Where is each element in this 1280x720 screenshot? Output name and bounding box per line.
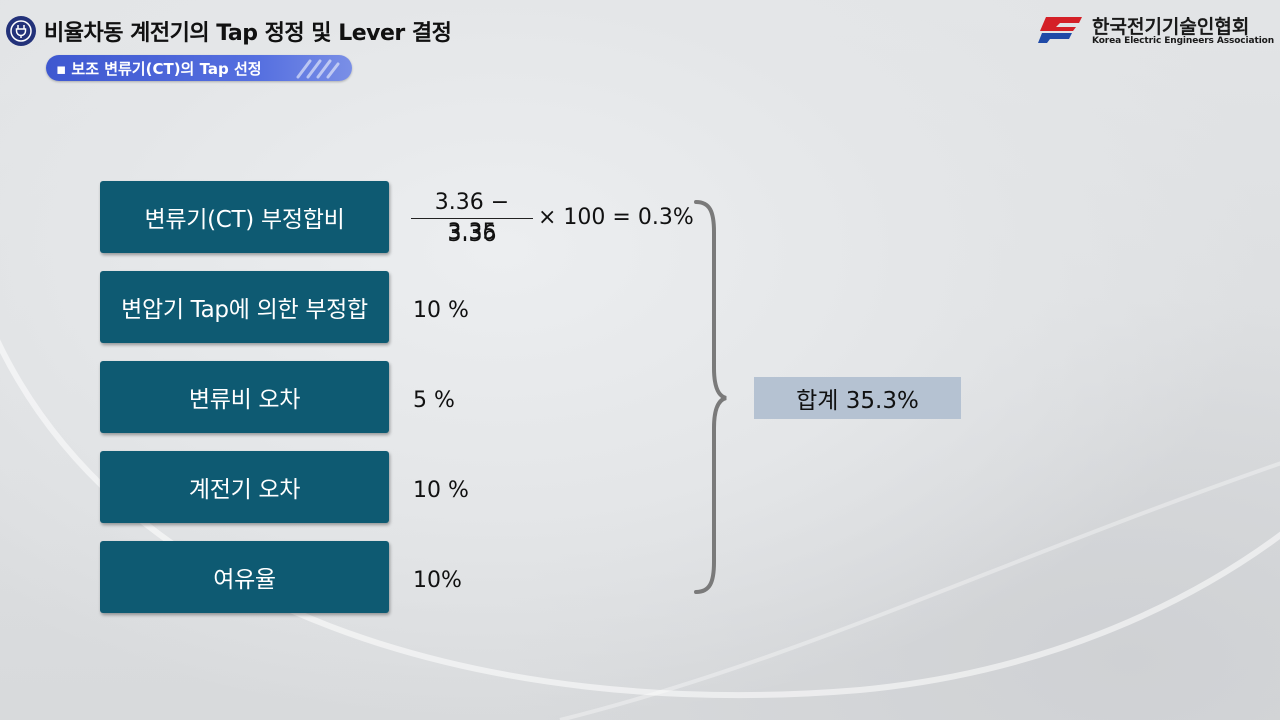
mismatch-fraction: 3.36 − 3.35 3.36 bbox=[410, 188, 534, 251]
item-value: 5 % bbox=[413, 388, 455, 413]
item-label: 변류비 오차 bbox=[188, 387, 301, 413]
section-subtitle-text: ▪ 보조 변류기(CT)의 Tap 선정 bbox=[56, 59, 262, 78]
plug-icon bbox=[6, 16, 36, 46]
logo-name-ko: 한국전기기술인협회 bbox=[1092, 16, 1250, 38]
page-title: 비율차동 계전기의 Tap 정정 및 Lever 결정 bbox=[44, 21, 452, 46]
section-subtitle: ▪ 보조 변류기(CT)의 Tap 선정 bbox=[46, 55, 352, 81]
item-box-margin: 여유율 bbox=[100, 541, 389, 613]
stripe-decoration-icon bbox=[296, 59, 340, 79]
kea-logo: 한국전기기술인협회 Korea Electric Engineers Assoc… bbox=[1036, 12, 1274, 48]
item-value: 10% bbox=[413, 568, 462, 593]
fraction-denominator: 3.36 bbox=[447, 222, 497, 247]
mismatch-result: × 100 = 0.3% bbox=[538, 205, 694, 230]
fraction-numerator: 3.36 − 3.35 bbox=[434, 190, 510, 245]
item-value: 10 % bbox=[413, 298, 469, 323]
item-label: 계전기 오차 bbox=[188, 477, 301, 503]
logo-name-en: Korea Electric Engineers Association bbox=[1092, 36, 1275, 46]
total-box: 합계 35.3% bbox=[754, 377, 961, 419]
item-box-relay-error: 계전기 오차 bbox=[100, 451, 389, 523]
item-label: 변류기(CT) 부정합비 bbox=[144, 207, 345, 233]
item-box-ct-ratio-error: 변류비 오차 bbox=[100, 361, 389, 433]
kea-logo-mark-icon bbox=[1038, 17, 1082, 43]
item-label: 여유율 bbox=[213, 567, 276, 593]
header: 비율차동 계전기의 Tap 정정 및 Lever 결정 bbox=[6, 14, 452, 48]
total-label: 합계 35.3% bbox=[796, 388, 919, 414]
fraction-bar bbox=[411, 218, 533, 219]
item-box-ct-mismatch: 변류기(CT) 부정합비 bbox=[100, 181, 389, 253]
item-value: 10 % bbox=[413, 478, 469, 503]
item-box-tap-mismatch: 변압기 Tap에 의한 부정합 bbox=[100, 271, 389, 343]
item-label: 변압기 Tap에 의한 부정합 bbox=[121, 297, 368, 323]
curly-brace bbox=[694, 200, 727, 594]
